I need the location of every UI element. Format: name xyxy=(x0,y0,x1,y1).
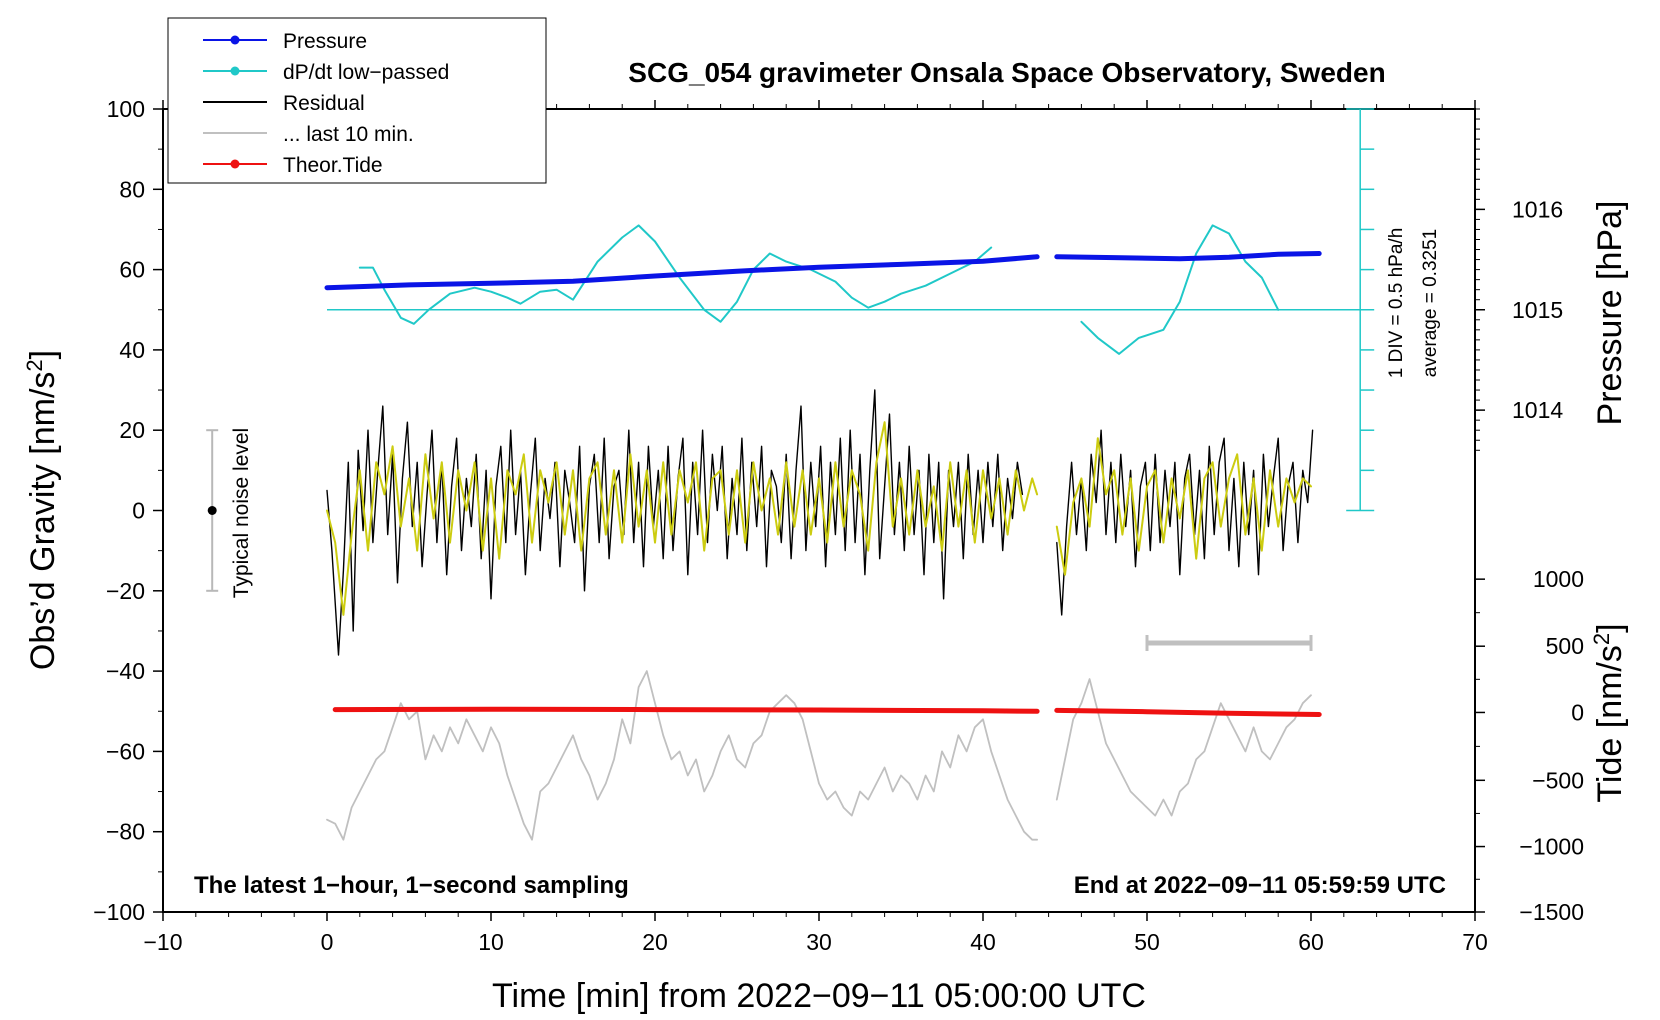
series-residual-smoothed-line xyxy=(1055,437,1312,576)
x-tick-label: 30 xyxy=(806,929,832,955)
x-tick-label: 0 xyxy=(321,929,334,955)
series-residual-smoothed-line xyxy=(326,421,1039,616)
legend-label: Pressure xyxy=(283,30,367,53)
legend-label: dP/dt low−passed xyxy=(283,61,449,84)
y-tick-label: 100 xyxy=(107,96,145,122)
y-axis-title-tide-sup: 2 xyxy=(1589,633,1614,645)
x-axis-title: Time [min] from 2022−09−11 05:00:00 UTC xyxy=(492,977,1146,1015)
series-layer xyxy=(324,224,1322,841)
legend-items: Pressure dP/dt low−passed Residual ... last… xyxy=(203,30,449,177)
series-last-10-min-line xyxy=(326,670,1038,841)
chart-title: SCG_054 gravimeter Onsala Space Observat… xyxy=(628,57,1385,88)
series-pressure-line xyxy=(324,254,1040,291)
dpdt-scale-avg-label: average = 0.3251 xyxy=(1420,229,1441,377)
x-tick-label: 60 xyxy=(1298,929,1324,955)
dpdt-scale-div-label: 1 DIV = 0.5 hPa/h xyxy=(1386,228,1407,379)
footer-left: The latest 1−hour, 1−second sampling xyxy=(194,872,629,899)
series-pressure-line xyxy=(1054,251,1322,262)
legend-marker xyxy=(230,35,240,45)
x-tick-label: 20 xyxy=(642,929,668,955)
y-axis-title-left-close: ] xyxy=(24,350,62,359)
legend-box xyxy=(167,17,547,184)
series-dp-dt-low-passed-line xyxy=(358,224,993,325)
tide-tick-label: 500 xyxy=(1546,633,1584,659)
footer-right: End at 2022−09−11 05:59:59 UTC xyxy=(1074,872,1446,899)
y-tick-label: −80 xyxy=(106,819,145,845)
y-axis-title-left: Obs’d Gravity [nm/s2] xyxy=(22,350,62,670)
y-tick-label: −60 xyxy=(106,738,145,764)
pressure-tick-label: 1014 xyxy=(1512,397,1563,423)
y-axis-title-pressure: Pressure [hPa] xyxy=(1591,201,1629,426)
series-theor-tide-line xyxy=(332,706,1040,714)
y-tick-label: 40 xyxy=(119,337,145,363)
legend-marker xyxy=(230,159,240,169)
tide-tick-label: 0 xyxy=(1571,699,1584,725)
x-tick-label: 10 xyxy=(478,929,504,955)
noise-bar-dot xyxy=(207,506,217,515)
legend: Pressure dP/dt low−passed Residual ... last… xyxy=(167,17,547,184)
y-tick-label: −40 xyxy=(106,658,145,684)
series-last-10-min-line xyxy=(1055,678,1312,817)
y-tick-label: 80 xyxy=(119,176,145,202)
y-axis-title-left-sup: 2 xyxy=(22,359,47,371)
x-tick-label: 50 xyxy=(1134,929,1160,955)
series-theor-tide-line xyxy=(1054,707,1322,717)
annotations xyxy=(206,108,1375,651)
tide-tick-label: −500 xyxy=(1532,767,1584,793)
y-axis-title-left-text: Obs’d Gravity [nm/s xyxy=(24,372,62,671)
legend-marker xyxy=(230,66,240,76)
y-axis-title-tide-text: Tide [nm/s xyxy=(1591,645,1629,802)
y-tick-label: 60 xyxy=(119,257,145,283)
tide-tick-label: −1000 xyxy=(1519,834,1584,860)
series-residual-line xyxy=(326,389,1024,656)
y-tick-label: −100 xyxy=(93,899,145,925)
y-axis-title-tide-close: ] xyxy=(1591,623,1629,632)
legend-label: Theor.Tide xyxy=(283,154,383,177)
tide-tick-label: 1000 xyxy=(1533,566,1584,592)
x-tick-label: 40 xyxy=(970,929,996,955)
tide-tick-label: −1500 xyxy=(1519,899,1584,925)
y-tick-label: 0 xyxy=(132,498,145,524)
pressure-tick-label: 1016 xyxy=(1512,196,1563,222)
pressure-tick-label: 1015 xyxy=(1512,297,1563,323)
axis-tick-labels: −10 0 10 20 30 40 50 60 70100806040200−20−40−60−… xyxy=(93,96,1584,955)
x-tick-label: 70 xyxy=(1462,929,1488,955)
y-tick-label: 20 xyxy=(119,417,145,443)
noise-level-label: Typical noise level xyxy=(230,428,253,598)
axis-ticks xyxy=(153,100,1485,921)
x-tick-label: −10 xyxy=(143,929,182,955)
y-tick-label: −20 xyxy=(106,578,145,604)
legend-label: ... last 10 min. xyxy=(283,123,414,146)
y-axis-title-tide: Tide [nm/s2] xyxy=(1589,623,1629,802)
legend-label: Residual xyxy=(283,92,365,115)
series-dp-dt-low-passed-line xyxy=(1080,224,1280,355)
